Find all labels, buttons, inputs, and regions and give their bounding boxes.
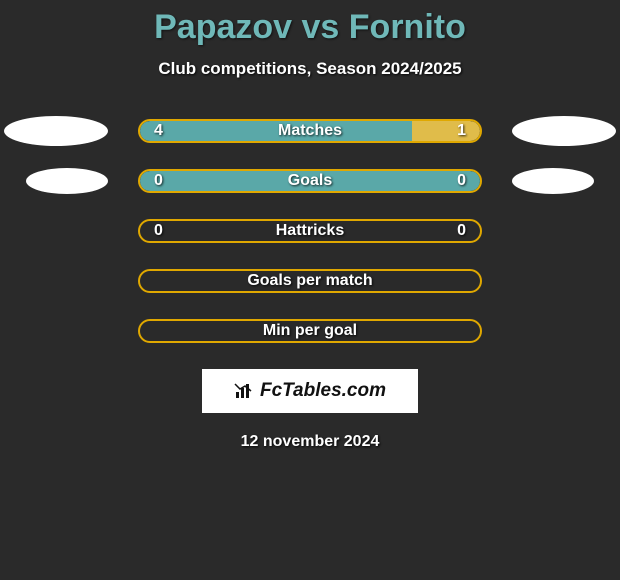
left-ellipse — [26, 168, 108, 194]
right-ellipse — [512, 168, 594, 194]
logo-box[interactable]: FcTables.com — [202, 369, 418, 413]
stat-right-value: 1 — [457, 122, 466, 140]
chart-bars-icon — [234, 382, 256, 400]
stat-rows: 4 Matches 1 0 Goals 0 0 Hattricks 0 Goal… — [0, 119, 620, 343]
bar-fill-left — [140, 121, 412, 141]
stat-left-value: 4 — [154, 122, 163, 140]
stat-right-value: 0 — [457, 172, 466, 190]
stat-row-matches: 4 Matches 1 — [0, 119, 620, 143]
stat-label: Matches — [278, 122, 342, 140]
stat-right-value: 0 — [457, 222, 466, 240]
stat-bar: 0 Goals 0 — [138, 169, 482, 193]
stat-bar: Min per goal — [138, 319, 482, 343]
stat-label: Goals — [288, 172, 332, 190]
stat-bar: 0 Hattricks 0 — [138, 219, 482, 243]
stat-row-min-per-goal: Min per goal — [0, 319, 620, 343]
bar-fill-right — [412, 121, 480, 141]
stat-label: Hattricks — [276, 222, 344, 240]
left-ellipse — [4, 116, 108, 146]
stat-bar: Goals per match — [138, 269, 482, 293]
stat-row-hattricks: 0 Hattricks 0 — [0, 219, 620, 243]
right-ellipse — [512, 116, 616, 146]
stat-label: Goals per match — [247, 272, 372, 290]
date-text: 12 november 2024 — [0, 433, 620, 451]
logo-text: FcTables.com — [234, 380, 386, 402]
subtitle: Club competitions, Season 2024/2025 — [0, 59, 620, 79]
logo-label: FcTables.com — [260, 380, 386, 402]
stat-label: Min per goal — [263, 322, 357, 340]
stat-left-value: 0 — [154, 222, 163, 240]
stat-left-value: 0 — [154, 172, 163, 190]
stat-row-goals-per-match: Goals per match — [0, 269, 620, 293]
stat-row-goals: 0 Goals 0 — [0, 169, 620, 193]
page-title: Papazov vs Fornito — [0, 0, 620, 47]
stat-bar: 4 Matches 1 — [138, 119, 482, 143]
